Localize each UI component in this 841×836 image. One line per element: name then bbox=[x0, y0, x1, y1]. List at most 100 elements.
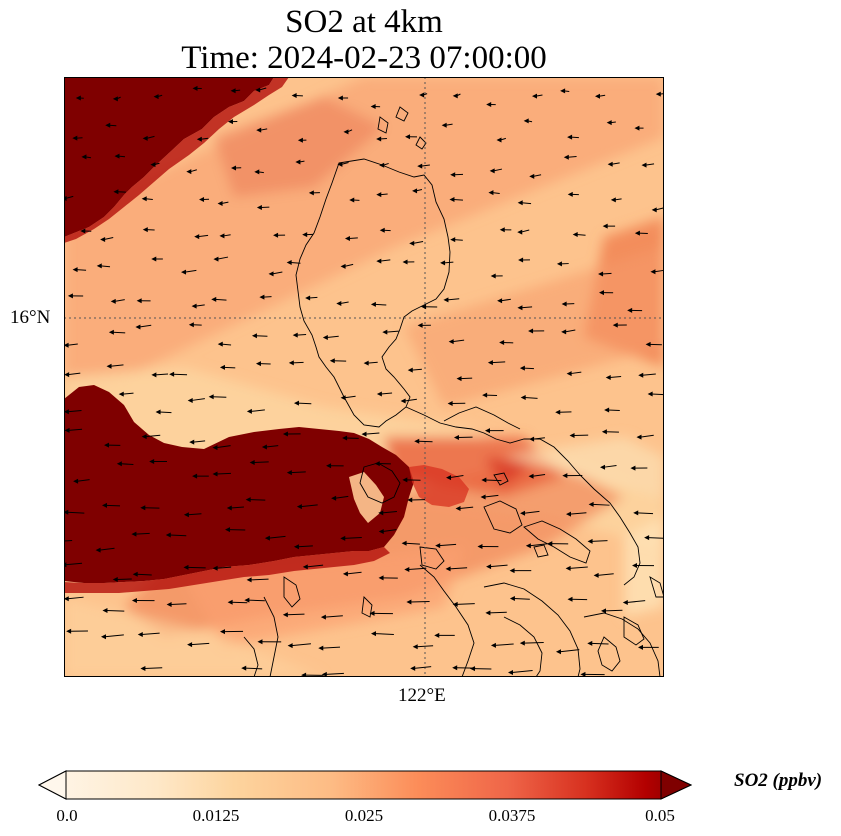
wind-arrow-head bbox=[282, 431, 288, 437]
wind-arrow-shaft bbox=[380, 137, 387, 140]
wind-arrow-head bbox=[477, 543, 483, 549]
wind-arrow-shaft bbox=[521, 229, 530, 233]
wind-arrow-head bbox=[632, 562, 638, 568]
wind-arrow-shaft bbox=[259, 87, 267, 91]
wind-arrow-head bbox=[292, 332, 298, 338]
wind-arrow-head bbox=[634, 230, 640, 236]
wind-arrow-shaft bbox=[110, 364, 124, 367]
wind-arrow-shaft bbox=[114, 299, 125, 302]
wind-arrow-head bbox=[567, 596, 573, 602]
wind-arrow-shaft bbox=[559, 649, 580, 653]
colorbar-label: SO2 (ppbv) bbox=[734, 770, 823, 791]
wind-arrow-shaft bbox=[532, 473, 546, 477]
wind-arrow-head bbox=[246, 577, 252, 583]
wind-arrow-shaft bbox=[190, 169, 197, 173]
wind-arrow-head bbox=[404, 566, 410, 572]
wind-arrow-shaft bbox=[300, 504, 318, 508]
wind-arrow-head bbox=[217, 200, 223, 206]
wind-arrow-head bbox=[196, 136, 202, 142]
wind-arrow-head bbox=[342, 435, 348, 441]
wind-arrow-shaft bbox=[449, 567, 468, 570]
wind-arrow-shaft bbox=[341, 162, 349, 165]
wind-arrow-head bbox=[361, 431, 367, 437]
wind-arrow-head bbox=[490, 642, 496, 648]
wind-arrow-head bbox=[72, 135, 78, 141]
wind-arrow-head bbox=[452, 601, 458, 607]
wind-arrow-shaft bbox=[523, 510, 540, 514]
so2-plume-northwest bbox=[64, 77, 274, 237]
wind-arrow-head bbox=[302, 232, 308, 238]
wind-arrow-head bbox=[192, 473, 198, 479]
wind-arrow-head bbox=[105, 122, 111, 128]
wind-arrow-shaft bbox=[533, 174, 542, 177]
wind-arrow-head bbox=[490, 273, 496, 279]
wind-arrow-head bbox=[453, 434, 459, 440]
wind-arrow-shaft bbox=[187, 513, 202, 516]
wind-arrow-head bbox=[528, 328, 534, 334]
wind-arrow-head bbox=[486, 564, 492, 570]
wind-arrow-head bbox=[566, 511, 572, 517]
wind-arrow-shaft bbox=[67, 596, 84, 600]
wind-arrow-head bbox=[606, 120, 612, 126]
wind-arrow-shaft bbox=[100, 265, 111, 268]
wind-arrow-head bbox=[340, 535, 346, 541]
wind-arrow-head bbox=[102, 607, 108, 613]
wind-arrow-head bbox=[605, 375, 611, 381]
wind-arrow-head bbox=[112, 577, 118, 583]
wind-arrow-head bbox=[255, 361, 261, 367]
colorbar-tick: 0.025 bbox=[344, 806, 384, 825]
wind-arrow-head bbox=[447, 400, 453, 406]
wind-arrow-head bbox=[560, 88, 566, 94]
wind-arrow-head bbox=[452, 93, 458, 99]
wind-arrow-head bbox=[370, 631, 376, 637]
wind-arrow-head bbox=[114, 153, 120, 159]
wind-arrow-shaft bbox=[250, 578, 269, 581]
wind-arrow-head bbox=[268, 271, 274, 277]
wind-arrow-shaft bbox=[322, 646, 341, 649]
wind-arrow-head bbox=[212, 445, 218, 451]
wind-arrow-head bbox=[73, 478, 79, 484]
wind-arrow-head bbox=[132, 571, 138, 577]
wind-arrow-shaft bbox=[491, 361, 506, 364]
wind-arrow-shaft bbox=[67, 511, 85, 514]
wind-arrow-shaft bbox=[609, 375, 622, 379]
wind-arrow-shaft bbox=[65, 562, 83, 566]
wind-arrow-head bbox=[496, 137, 502, 143]
wind-arrow-head bbox=[344, 236, 350, 242]
wind-arrow-shaft bbox=[120, 463, 134, 466]
wind-arrow-shaft bbox=[221, 343, 232, 346]
wind-arrow-head bbox=[264, 535, 270, 541]
wind-arrow-head bbox=[489, 168, 495, 174]
wind-arrow-head bbox=[286, 470, 292, 476]
wind-arrow-shaft bbox=[640, 434, 654, 438]
wind-arrow-head bbox=[257, 639, 263, 645]
wind-arrow-shaft bbox=[221, 201, 229, 204]
wind-arrow-shaft bbox=[64, 540, 73, 542]
wind-arrow-head bbox=[151, 256, 157, 262]
wind-arrow-shaft bbox=[217, 256, 229, 260]
wind-arrow-head bbox=[153, 94, 159, 100]
wind-arrow-head bbox=[410, 665, 416, 671]
wind-arrow-shaft bbox=[145, 198, 153, 201]
wind-arrow-head bbox=[194, 234, 200, 240]
wind-arrow-shaft bbox=[200, 137, 209, 140]
wind-arrow-head bbox=[291, 93, 297, 99]
wind-arrow-head bbox=[282, 612, 288, 618]
wind-arrow-head bbox=[638, 372, 644, 378]
wind-arrow-head bbox=[151, 372, 157, 378]
wind-arrow-shaft bbox=[382, 529, 397, 533]
wind-arrow-shaft bbox=[159, 411, 172, 414]
wind-arrow-shaft bbox=[380, 193, 388, 196]
wind-arrow-shaft bbox=[139, 324, 152, 328]
wind-arrow-head bbox=[96, 263, 102, 269]
wind-arrow-shaft bbox=[340, 301, 349, 304]
wind-arrow-shaft bbox=[576, 234, 586, 236]
wind-arrow-head bbox=[517, 305, 523, 311]
wind-arrow-shaft bbox=[198, 234, 209, 238]
wind-arrow-head bbox=[627, 307, 633, 313]
wind-arrow-shaft bbox=[292, 361, 304, 364]
wind-arrow-head bbox=[64, 509, 69, 515]
longitude-label: 122°E bbox=[398, 685, 446, 706]
wind-arrow-head bbox=[256, 127, 262, 133]
wind-arrow-shaft bbox=[67, 343, 78, 346]
